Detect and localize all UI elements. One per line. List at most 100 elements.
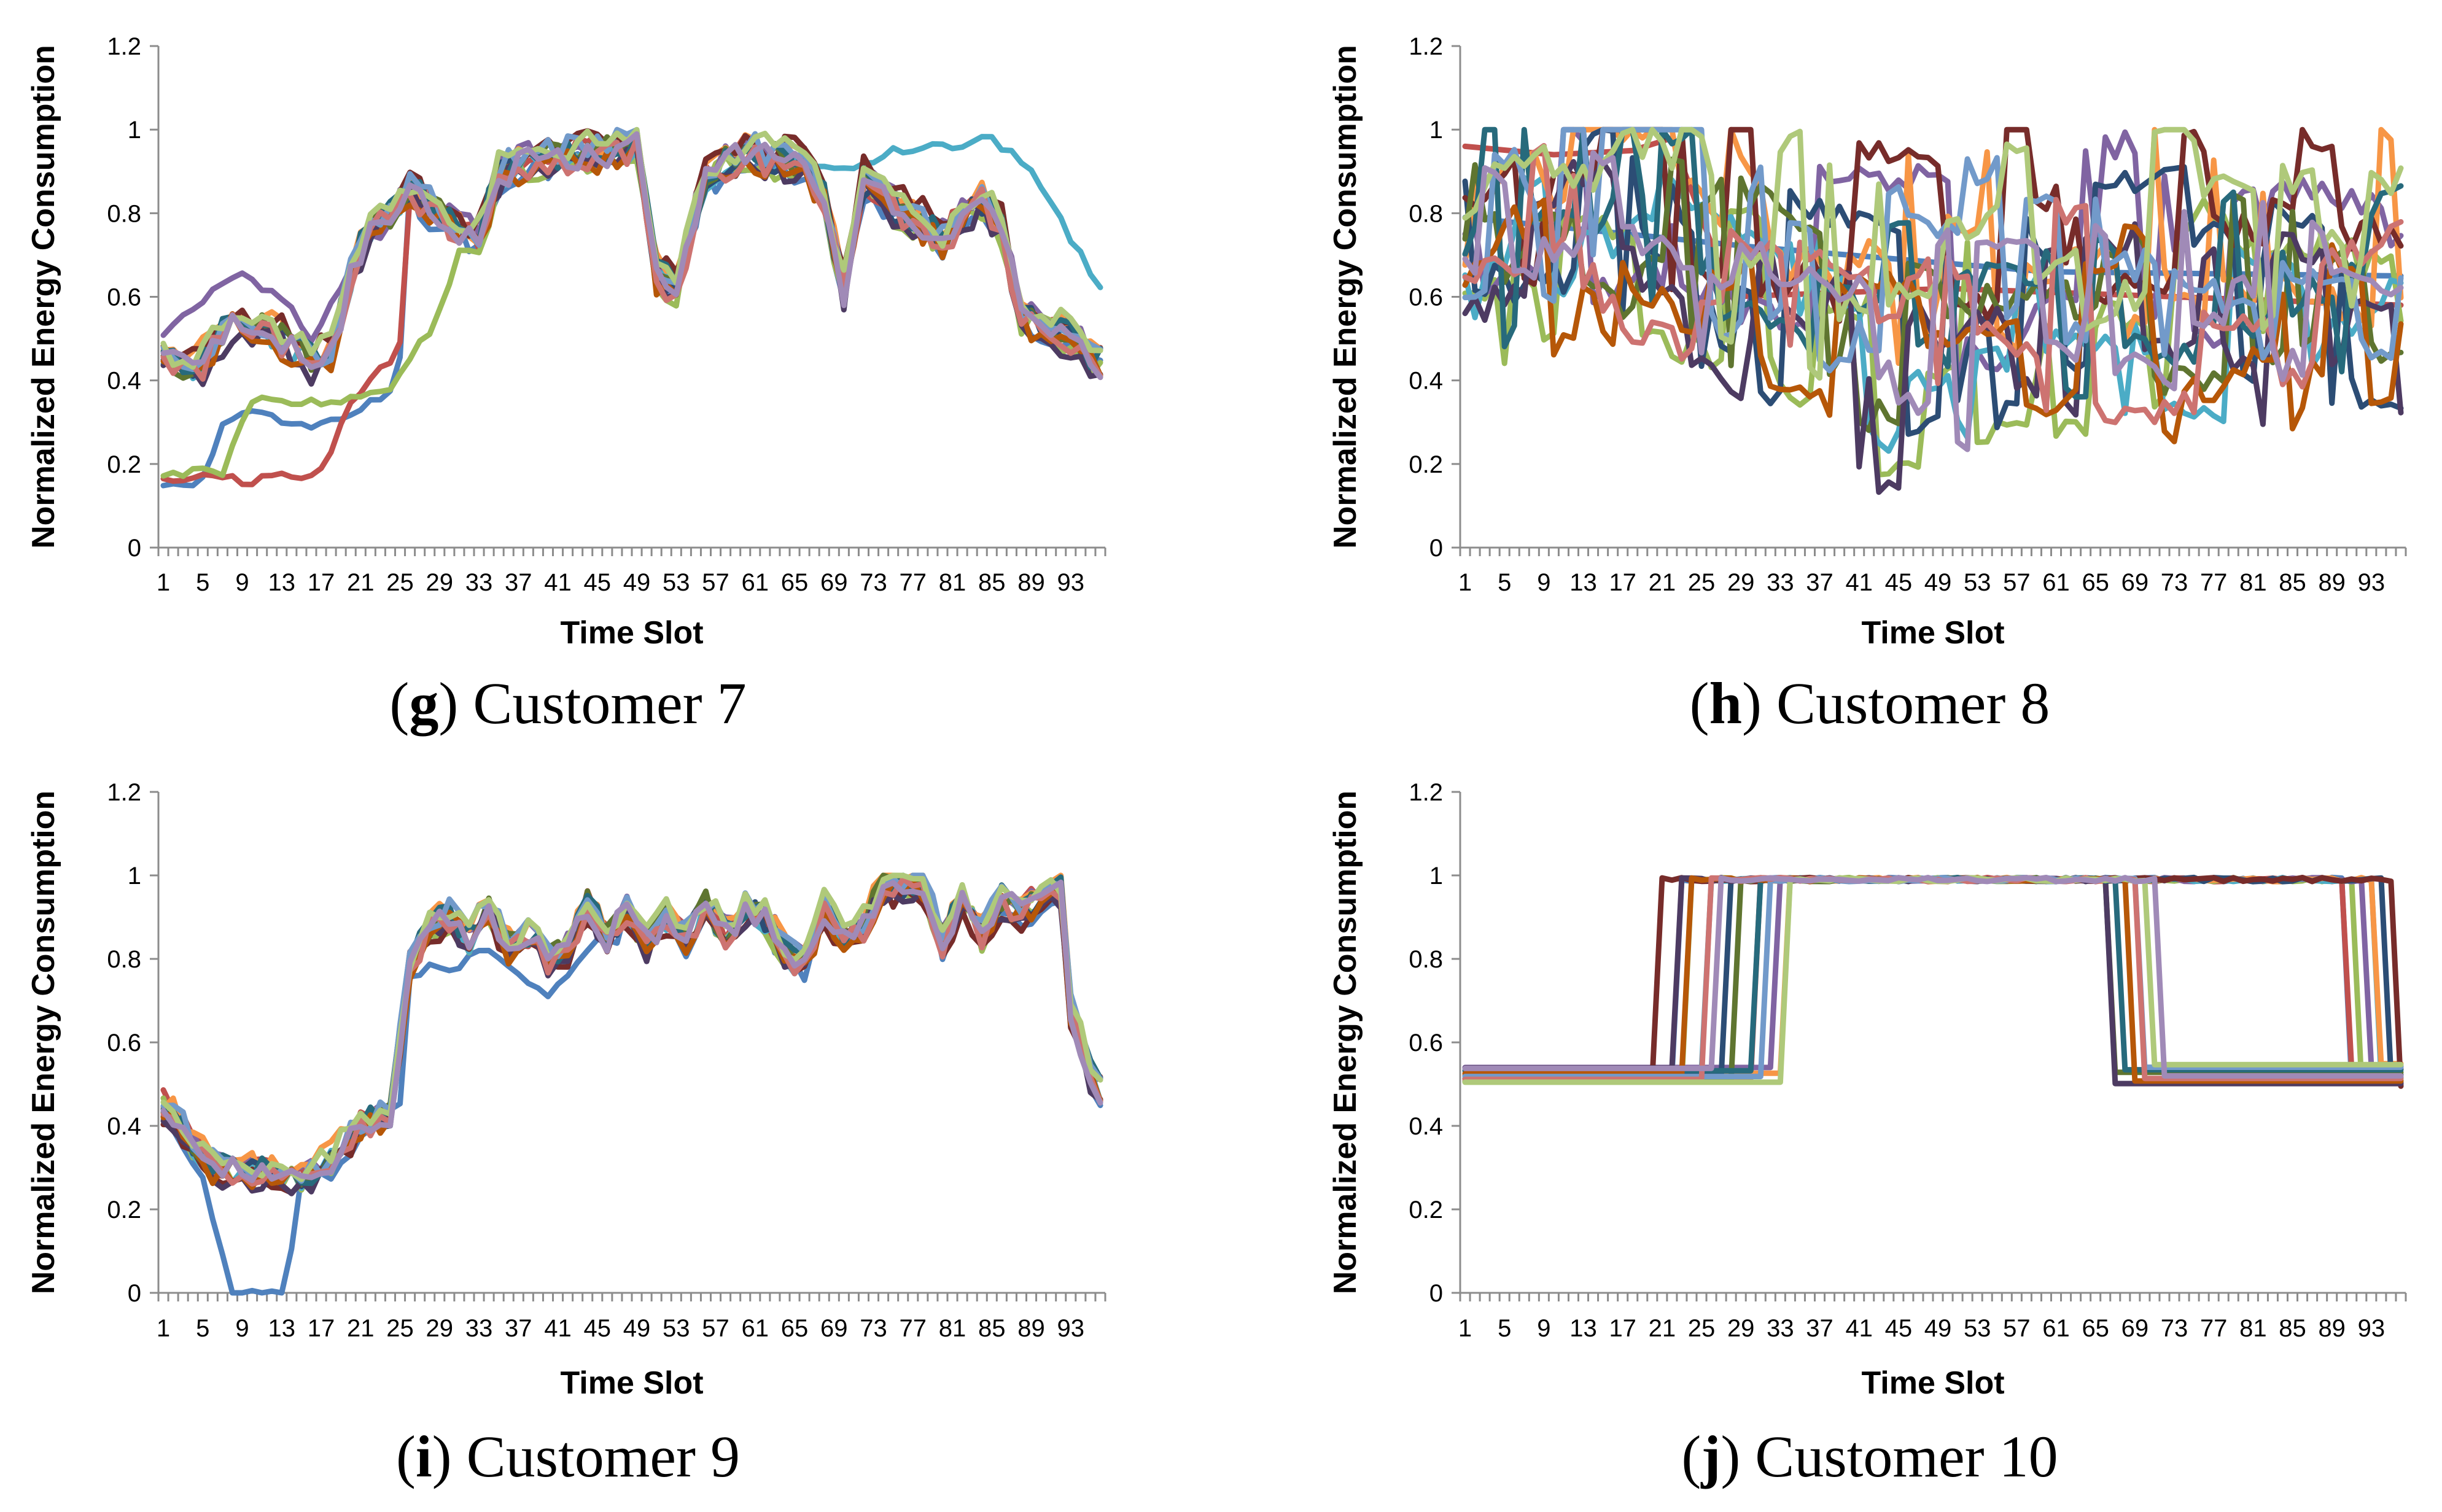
x-tick-label: 57 (702, 569, 729, 596)
x-tick-label: 9 (1537, 569, 1550, 596)
y-axis-title: Normalized Energy Consumption (1328, 791, 1363, 1295)
series-line-7 (1462, 874, 2404, 1079)
chart-panel-g: 00.20.40.60.811.21 5 9 13 17 21 25 29 33 37 41 45 49… (26, 33, 1106, 736)
caption-letter: g (409, 670, 438, 736)
x-tick-label: 45 (1885, 569, 1913, 596)
x-tick-label: 5 (196, 1315, 209, 1342)
x-axis-title: Time Slot (1861, 615, 2004, 651)
y-tick-label: 0.8 (107, 946, 141, 973)
y-tick-label: 0 (1429, 1280, 1443, 1307)
x-axis-title: Time Slot (560, 615, 703, 651)
x-tick-label: 33 (1767, 569, 1794, 596)
panel-caption: (i) Customer 9 (396, 1424, 740, 1489)
y-tick-label: 0.2 (107, 1196, 141, 1223)
x-tick-label: 89 (1017, 1315, 1045, 1342)
caption-text: Customer 8 (1776, 670, 2050, 736)
x-tick-label: 77 (900, 569, 927, 596)
x-tick-label: 49 (1924, 1315, 1952, 1342)
x-tick-label: 29 (426, 1315, 454, 1342)
x-tick-label: 17 (1609, 569, 1636, 596)
y-axis-title: Normalized Energy Consumption (26, 45, 61, 549)
x-tick-label: 65 (781, 569, 809, 596)
caption-text: Customer 9 (467, 1424, 740, 1489)
x-tick-label: 25 (1688, 1315, 1716, 1342)
x-tick-label: 93 (2358, 1315, 2386, 1342)
x-tick-label: 73 (2161, 569, 2188, 596)
caption-open-paren: ( (1690, 670, 1709, 736)
panel-caption: (h) Customer 8 (1690, 670, 2050, 736)
x-tick-label: 41 (1845, 569, 1873, 596)
x-tick-label: 93 (2358, 569, 2386, 596)
series-line-9 (1462, 157, 2404, 433)
y-tick-label: 1.2 (1409, 33, 1443, 60)
y-tick-label: 0.6 (1409, 1029, 1443, 1056)
y-tick-label: 0.2 (1409, 451, 1443, 478)
y-tick-label: 0.6 (107, 284, 141, 311)
x-tick-label: 29 (426, 569, 454, 596)
chart-panel-i: 00.20.40.60.811.21 5 9 13 17 21 25 29 33 37 41 45 49… (26, 779, 1106, 1489)
caption-letter: i (416, 1424, 432, 1489)
y-tick-label: 0.4 (1409, 368, 1443, 395)
x-tick-label: 9 (235, 569, 249, 596)
x-tick-label: 21 (347, 1315, 375, 1342)
x-tick-label: 13 (268, 569, 296, 596)
x-tick-label: 49 (623, 569, 651, 596)
x-tick-label: 57 (2003, 569, 2031, 596)
x-tick-label: 49 (1924, 569, 1952, 596)
x-tick-label: 53 (1964, 1315, 1991, 1342)
x-tick-label: 73 (860, 569, 887, 596)
x-tick-label: 9 (1537, 1315, 1550, 1342)
x-tick-label: 73 (860, 1315, 887, 1342)
x-axis-title: Time Slot (560, 1365, 703, 1401)
series-line-4 (160, 133, 1103, 361)
x-tick-label: 41 (544, 569, 572, 596)
x-tick-label: 65 (2082, 569, 2109, 596)
caption-letter: j (1700, 1424, 1721, 1489)
x-tick-label: 25 (386, 569, 414, 596)
x-tick-label: 1 (157, 1315, 170, 1342)
y-tick-label: 0.8 (107, 200, 141, 227)
x-tick-label: 77 (900, 1315, 927, 1342)
x-tick-label: 45 (1885, 1315, 1913, 1342)
x-tick-label: 85 (2279, 1315, 2306, 1342)
series-line-13 (1462, 874, 2404, 1080)
x-tick-label: 81 (939, 569, 966, 596)
x-tick-label: 89 (2318, 569, 2346, 596)
x-tick-label: 13 (268, 1315, 296, 1342)
y-axis-title: Normalized Energy Consumption (26, 791, 61, 1295)
x-tick-label: 33 (465, 569, 493, 596)
x-tick-label: 61 (742, 569, 769, 596)
x-tick-label: 85 (978, 569, 1006, 596)
series-line-2 (160, 131, 1103, 487)
series-line-11 (1462, 875, 2404, 1074)
x-tick-label: 93 (1057, 1315, 1085, 1342)
series-line-1 (160, 878, 1103, 1296)
x-tick-label: 17 (1609, 1315, 1636, 1342)
series-line-2 (1462, 875, 2404, 1082)
y-axis-title: Normalized Energy Consumption (1328, 45, 1363, 549)
y-tick-label: 1 (128, 863, 141, 890)
x-tick-label: 85 (978, 1315, 1006, 1342)
caption-open-paren: ( (1681, 1424, 1701, 1489)
x-tick-label: 13 (1569, 569, 1597, 596)
y-tick-label: 1 (1429, 863, 1443, 890)
x-tick-label: 21 (1649, 1315, 1676, 1342)
x-tick-label: 29 (1727, 569, 1755, 596)
x-tick-label: 89 (2318, 1315, 2346, 1342)
series-line-5 (1462, 875, 2404, 1080)
caption-close-paren: ) (1742, 670, 1776, 736)
x-tick-label: 21 (347, 569, 375, 596)
y-tick-label: 0.8 (1409, 946, 1443, 973)
x-tick-label: 5 (196, 569, 209, 596)
series-line-8 (1462, 874, 2404, 1089)
x-tick-label: 25 (1688, 569, 1716, 596)
x-tick-label: 85 (2279, 569, 2306, 596)
y-tick-label: 0.8 (1409, 200, 1443, 227)
x-tick-label: 61 (742, 1315, 769, 1342)
series-line-13 (1462, 126, 2404, 374)
caption-close-paren: ) (1721, 1424, 1755, 1489)
x-tick-label: 69 (820, 569, 848, 596)
y-tick-label: 1.2 (1409, 779, 1443, 806)
x-tick-label: 9 (235, 1315, 249, 1342)
